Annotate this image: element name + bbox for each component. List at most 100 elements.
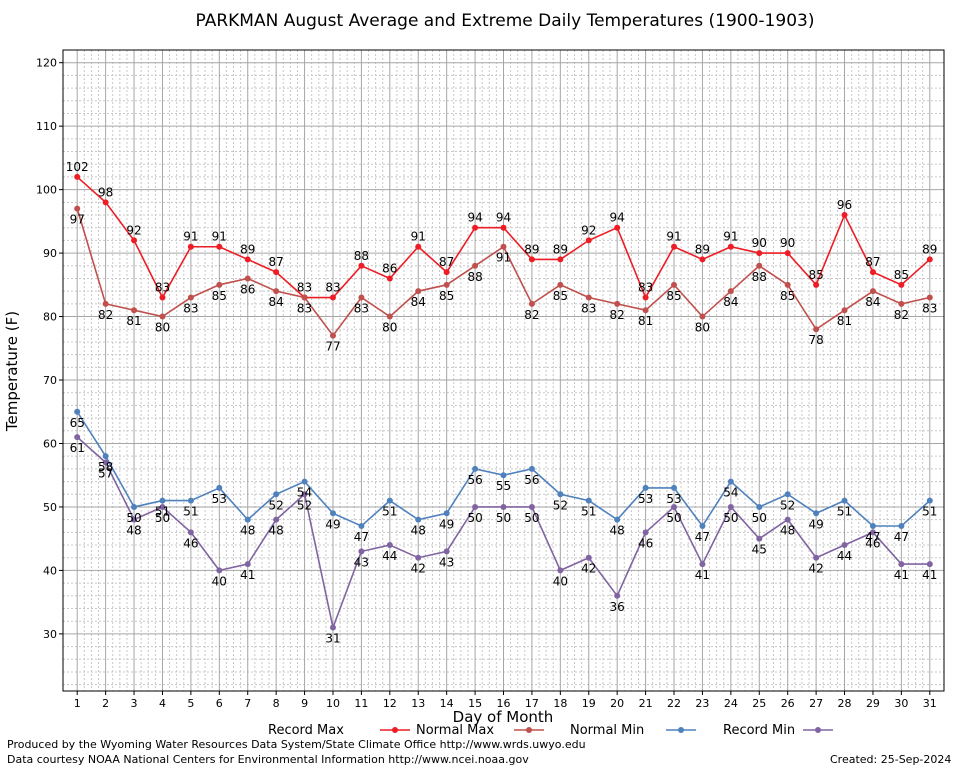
record-min-data-label: 31 xyxy=(325,632,340,646)
record-max-data-label: 94 xyxy=(610,211,625,225)
chart-title: PARKMAN August Average and Extreme Daily… xyxy=(196,11,815,31)
normal-min-point xyxy=(415,516,422,523)
legend-label-record-min: Record Min xyxy=(723,723,795,738)
record-min-data-label: 42 xyxy=(581,562,596,576)
record-min-data-label: 50 xyxy=(155,511,170,525)
record-max-data-label: 83 xyxy=(155,281,170,295)
record-max-data-label: 83 xyxy=(638,281,653,295)
normal-min-data-label: 56 xyxy=(524,473,539,487)
normal-max-data-label: 85 xyxy=(666,289,681,303)
record-max-point xyxy=(443,269,450,276)
normal-min-data-label: 55 xyxy=(496,479,511,493)
record-min-data-label: 50 xyxy=(666,511,681,525)
series-lines xyxy=(74,173,933,631)
normal-max-point xyxy=(329,332,336,339)
normal-min-data-label: 47 xyxy=(695,530,710,544)
x-tick-label: 20 xyxy=(610,697,624,710)
record-min-data-label: 41 xyxy=(240,568,255,582)
normal-max-point xyxy=(273,288,280,295)
normal-min-data-label: 49 xyxy=(808,517,823,531)
x-tick-label: 22 xyxy=(667,697,681,710)
record-max-data-label: 91 xyxy=(411,230,426,244)
normal-max-point xyxy=(671,281,678,288)
normal-min-point xyxy=(926,497,933,504)
normal-max-point xyxy=(244,275,251,282)
x-tick-label: 24 xyxy=(724,697,738,710)
record-min-point xyxy=(557,567,564,574)
created-date: Created: 25-Sep-2024 xyxy=(830,753,952,766)
record-min-data-label: 52 xyxy=(297,498,312,512)
record-max-point xyxy=(727,243,734,250)
normal-min-point xyxy=(159,497,166,504)
y-tick-label: 110 xyxy=(36,120,57,133)
normal-max-point xyxy=(699,313,706,320)
record-min-point xyxy=(386,542,393,549)
normal-max-point xyxy=(386,313,393,320)
record-max-point xyxy=(699,256,706,263)
x-tick-label: 26 xyxy=(781,697,795,710)
x-tick-label: 31 xyxy=(923,697,937,710)
record-min-data-label: 41 xyxy=(894,568,909,582)
normal-max-point xyxy=(443,281,450,288)
normal-max-point xyxy=(74,205,81,212)
normal-max-point xyxy=(614,300,621,307)
x-tick-label: 11 xyxy=(354,697,368,710)
x-tick-label: 7 xyxy=(244,697,251,710)
record-min-point xyxy=(443,548,450,555)
record-max-point xyxy=(216,243,223,250)
record-max-point xyxy=(187,243,194,250)
record-min-point xyxy=(784,516,791,523)
record-min-data-label: 57 xyxy=(98,467,113,481)
normal-min-data-label: 47 xyxy=(865,530,880,544)
normal-max-point xyxy=(642,307,649,314)
record-max-data-label: 87 xyxy=(269,255,284,269)
record-min-point xyxy=(671,503,678,510)
normal-min-data-label: 51 xyxy=(922,505,937,519)
normal-max-data-label: 83 xyxy=(354,302,369,316)
normal-min-data-label: 47 xyxy=(894,530,909,544)
normal-min-point xyxy=(500,472,507,479)
record-max-point xyxy=(472,224,479,231)
record-max-data-label: 85 xyxy=(808,268,823,282)
x-tick-label: 3 xyxy=(131,697,138,710)
normal-min-data-label: 49 xyxy=(439,517,454,531)
normal-max-data-label: 81 xyxy=(638,314,653,328)
y-tick-label: 60 xyxy=(43,437,57,450)
normal-min-data-label: 53 xyxy=(638,492,653,506)
normal-min-point xyxy=(216,484,223,491)
record-min-point xyxy=(614,592,621,599)
normal-min-point xyxy=(301,478,308,485)
record-min-data-label: 43 xyxy=(354,555,369,569)
normal-max-data-label: 84 xyxy=(865,295,880,309)
normal-max-point xyxy=(869,288,876,295)
record-min-point xyxy=(585,554,592,561)
record-min-point xyxy=(187,529,194,536)
y-tick-label: 90 xyxy=(43,247,57,260)
normal-min-point xyxy=(869,522,876,529)
legend-marker-normal-max xyxy=(526,727,532,733)
record-max-point xyxy=(500,224,507,231)
record-min-point xyxy=(528,503,535,510)
normal-max-data-label: 91 xyxy=(496,251,511,265)
record-max-point xyxy=(671,243,678,250)
normal-max-data-label: 82 xyxy=(610,308,625,322)
record-min-data-label: 44 xyxy=(837,549,852,563)
normal-max-data-label: 88 xyxy=(467,270,482,284)
normal-max-data-label: 78 xyxy=(808,333,823,347)
normal-max-point xyxy=(102,300,109,307)
record-max-data-label: 94 xyxy=(467,211,482,225)
y-tick-label: 120 xyxy=(36,57,57,70)
normal-max-point xyxy=(727,288,734,295)
record-max-point xyxy=(74,173,81,180)
normal-min-point xyxy=(614,516,621,523)
normal-max-point xyxy=(187,294,194,301)
y-tick-label: 50 xyxy=(43,501,57,514)
record-max-point xyxy=(614,224,621,231)
normal-min-point xyxy=(386,497,393,504)
normal-min-point xyxy=(244,516,251,523)
x-tick-label: 1 xyxy=(74,697,81,710)
record-min-point xyxy=(131,516,138,523)
y-axis-label: Temperature (F) xyxy=(3,311,21,432)
normal-max-data-label: 97 xyxy=(70,213,85,227)
normal-min-data-label: 50 xyxy=(752,511,767,525)
